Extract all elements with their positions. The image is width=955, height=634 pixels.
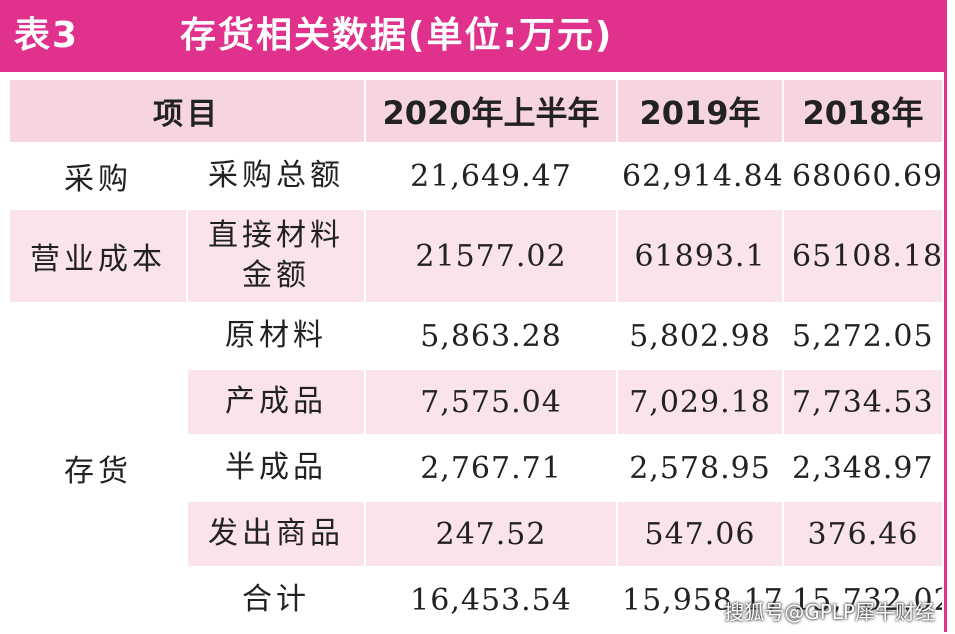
value-2020h1: 247.52 bbox=[364, 500, 618, 568]
group-cell: 营业成本 bbox=[8, 208, 188, 304]
table-row: 发出商品 247.52 547.06 376.46 bbox=[9, 500, 944, 568]
value-2019: 61893.1 bbox=[616, 208, 784, 304]
value-2018: 7,734.53 bbox=[782, 368, 944, 436]
table-row: 产成品 7,575.04 7,029.18 7,734.53 bbox=[9, 368, 944, 436]
table-row: 半成品 2,767.71 2,578.95 2,348.97 bbox=[9, 434, 944, 502]
item-line-1: 直接材料 bbox=[208, 218, 344, 253]
item-cell: 半成品 bbox=[186, 434, 366, 502]
value-2018: 2,348.97 bbox=[782, 434, 944, 502]
table-row: 采购 采购总额 21,649.47 62,914.84 68060.69 bbox=[8, 142, 944, 210]
table-number: 表3 bbox=[14, 15, 80, 56]
value-2019: 5,802.98 bbox=[616, 302, 784, 370]
table-row: 存货 原材料 5,863.28 5,802.98 5,272.05 bbox=[8, 302, 944, 634]
group-cell: 存货 bbox=[8, 302, 188, 634]
item-cell: 产成品 bbox=[186, 368, 366, 436]
header-2018: 2018年 bbox=[782, 78, 944, 144]
value-2018: 15,732.02 bbox=[782, 566, 944, 634]
value-2018: 68060.69 bbox=[782, 142, 944, 210]
table-title-bar: 表3 存货相关数据(单位:万元) bbox=[0, 0, 944, 72]
header-item: 项目 bbox=[8, 78, 366, 144]
item-cell: 直接材料 金额 bbox=[186, 208, 366, 304]
item-cell: 发出商品 bbox=[186, 500, 366, 568]
value-2018: 376.46 bbox=[782, 500, 944, 568]
value-2018: 65108.18 bbox=[782, 208, 944, 304]
value-2020h1: 2,767.71 bbox=[364, 434, 618, 502]
value-2019: 62,914.84 bbox=[616, 142, 784, 210]
value-2019: 2,578.95 bbox=[616, 434, 784, 502]
item-cell: 合计 bbox=[186, 566, 366, 634]
item-cell: 原材料 bbox=[186, 302, 366, 370]
value-2020h1: 16,453.54 bbox=[364, 566, 618, 634]
item-cell: 采购总额 bbox=[186, 142, 366, 210]
table-row: 营业成本 直接材料 金额 21577.02 61893.1 65108.18 bbox=[8, 208, 944, 304]
value-2020h1: 5,863.28 bbox=[364, 302, 618, 370]
group-cell: 采购 bbox=[8, 142, 188, 210]
header-2019: 2019年 bbox=[616, 78, 784, 144]
value-2020h1: 7,575.04 bbox=[364, 368, 618, 436]
inventory-data-table: 项目 2020年上半年 2019年 2018年 采购 采购总额 21,649.4… bbox=[8, 78, 944, 634]
item-line-2: 金额 bbox=[242, 258, 310, 293]
table-title: 存货相关数据(单位:万元) bbox=[180, 15, 614, 56]
value-2019: 547.06 bbox=[616, 500, 784, 568]
header-2020h1: 2020年上半年 bbox=[364, 78, 618, 144]
value-2020h1: 21577.02 bbox=[364, 208, 618, 304]
source-credit: 搜狐号@GPLP犀牛财经 bbox=[724, 600, 935, 624]
table-header-row: 项目 2020年上半年 2019年 2018年 bbox=[8, 78, 944, 144]
value-2018: 5,272.05 bbox=[782, 302, 944, 370]
value-2020h1: 21,649.47 bbox=[364, 142, 618, 210]
value-2019: 7,029.18 bbox=[616, 368, 784, 436]
right-accent-border bbox=[944, 0, 947, 632]
